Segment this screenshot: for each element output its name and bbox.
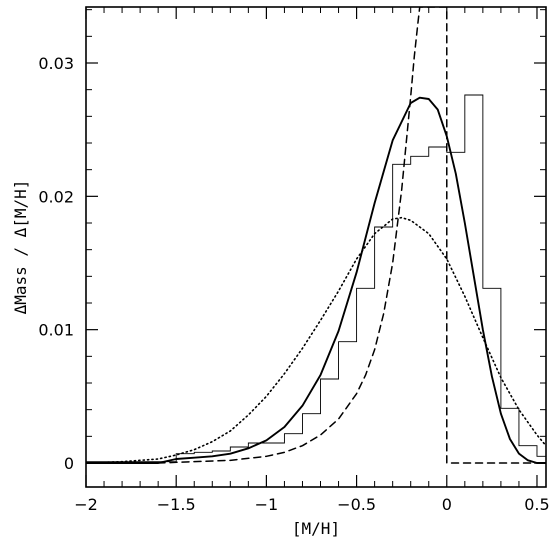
y-tick-label: 0.02 bbox=[38, 187, 74, 206]
x-tick-label: −2 bbox=[74, 495, 98, 514]
x-tick-label: −1.5 bbox=[157, 495, 196, 514]
histogram-steps bbox=[86, 94, 546, 463]
plot-frame bbox=[85, 6, 547, 488]
y-axis-label: ΔMass / Δ[M/H] bbox=[11, 180, 30, 315]
x-axis-label: [M/H] bbox=[292, 519, 340, 538]
y-tick-label: 0.01 bbox=[38, 321, 74, 340]
y-tick-label: 0 bbox=[64, 454, 74, 473]
tick-labels-layer: −2 −1.5 −1 −0.5 0 0.5 0 0.01 0.02 0.03 bbox=[38, 54, 549, 514]
x-tick-label: −0.5 bbox=[337, 495, 376, 514]
y-tick-label: 0.03 bbox=[38, 54, 74, 73]
x-tick-label: −1 bbox=[255, 495, 279, 514]
x-tick-label: 0.5 bbox=[524, 495, 549, 514]
series-layer bbox=[86, 7, 546, 464]
series-dashed-curve bbox=[86, 7, 546, 464]
series-solid-curve bbox=[86, 96, 546, 464]
ticks-layer bbox=[85, 7, 546, 487]
x-tick-label: 0 bbox=[442, 495, 452, 514]
series-dotted-curve bbox=[86, 216, 546, 464]
